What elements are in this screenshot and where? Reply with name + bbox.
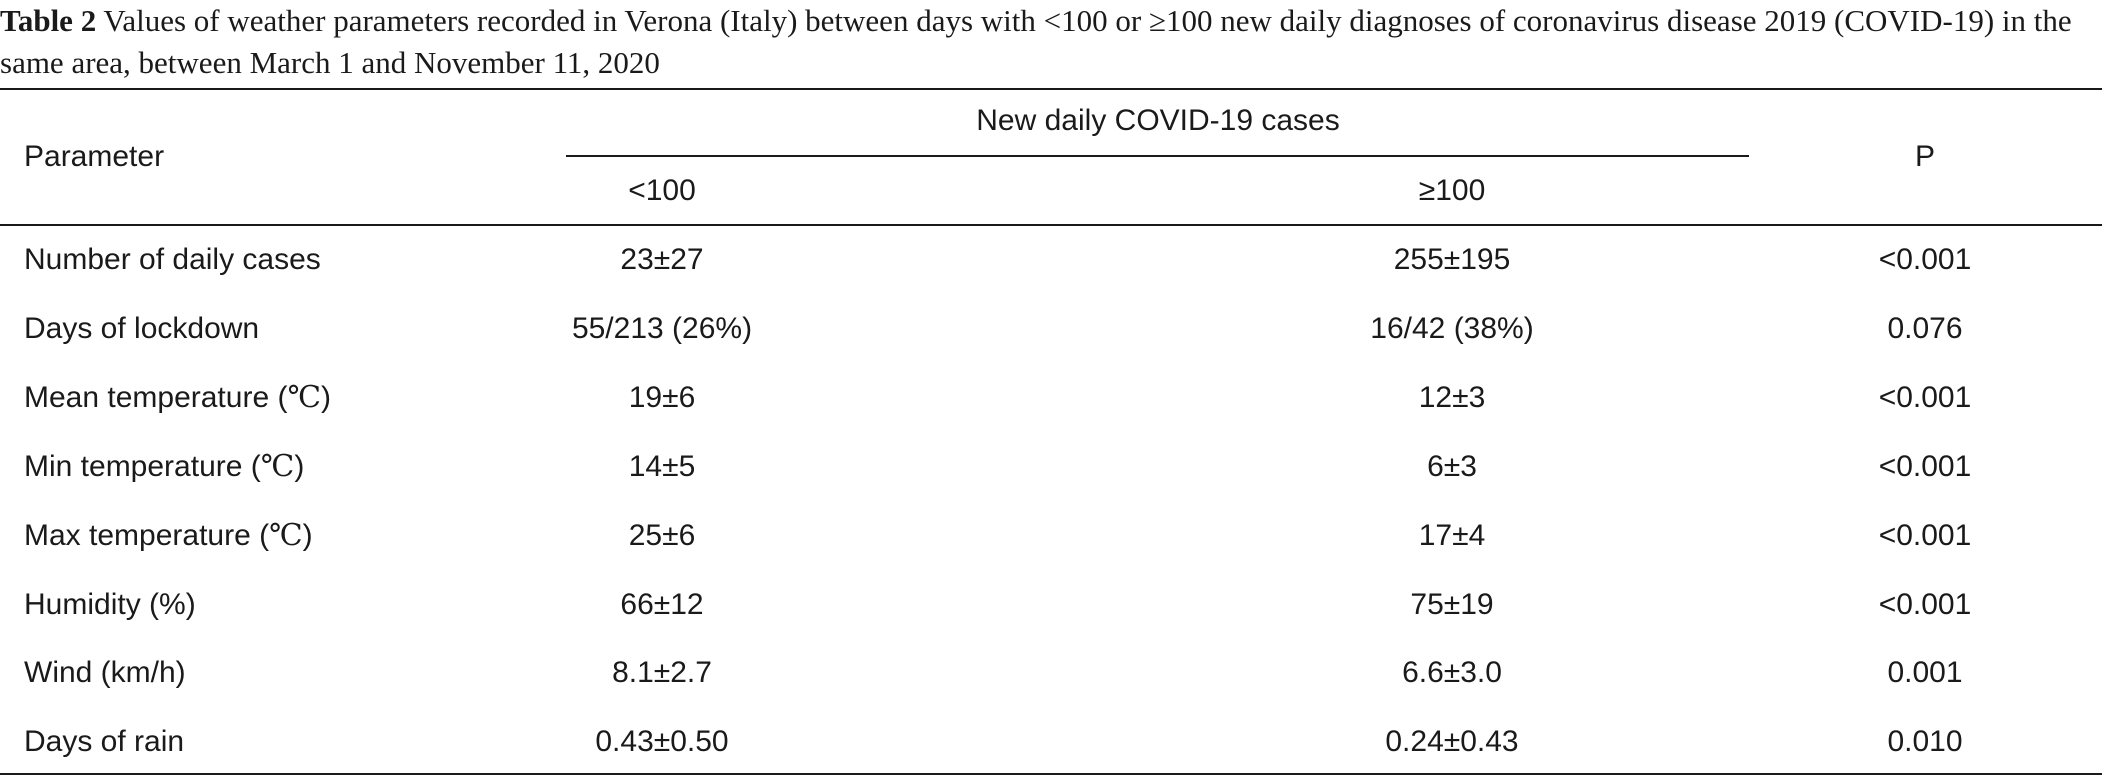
row-value-high: 6±3: [1427, 450, 1477, 483]
row-value-low: 55/213 (26%): [571, 312, 753, 345]
header-parameter: Parameter: [24, 140, 165, 173]
table-caption: Table 2 Values of weather parameters rec…: [0, 0, 2102, 84]
row-parameter: Wind (km/h): [24, 656, 186, 689]
header-col-p: P: [1914, 140, 1935, 173]
row-parameter-close: ): [294, 450, 305, 483]
row-parameter-label: Max temperature (: [24, 519, 270, 552]
row-value-high: 16/42 (38%): [1370, 312, 1534, 345]
row-p-value: <0.001: [1878, 381, 1972, 414]
row-parameter-unit: ℃: [260, 450, 295, 483]
row-value-low: 14±5: [628, 450, 696, 483]
table-top-rule: [0, 88, 2102, 90]
row-parameter: Mean temperature (℃): [24, 380, 331, 416]
table-label: Table 2: [0, 3, 97, 38]
row-parameter: Humidity (%): [24, 588, 196, 621]
row-p-value: <0.001: [1878, 243, 1972, 276]
row-p-value: <0.001: [1878, 450, 1972, 483]
row-parameter-label: Min temperature (: [24, 450, 261, 483]
row-value-high: 255±195: [1393, 243, 1511, 276]
row-value-high: 0.24±0.43: [1385, 725, 1519, 758]
row-parameter: Days of rain: [24, 725, 185, 758]
row-value-low: 66±12: [620, 588, 704, 621]
row-value-high: 17±4: [1418, 519, 1486, 552]
row-value-low: 19±6: [628, 381, 696, 414]
row-parameter: Days of lockdown: [24, 312, 260, 345]
row-parameter-close: ): [302, 519, 313, 552]
header-col-low: <100: [628, 174, 696, 207]
row-value-low: 23±27: [620, 243, 704, 276]
header-new-daily-cases: New daily COVID-19 cases: [976, 104, 1340, 137]
row-parameter-unit: ℃: [269, 519, 303, 552]
row-value-high: 12±3: [1418, 381, 1486, 414]
row-parameter: Max temperature (℃): [24, 518, 313, 554]
row-p-value: 0.001: [1887, 656, 1963, 689]
row-parameter-label: Mean temperature (: [24, 381, 288, 414]
table-bottom-rule: [0, 773, 2102, 775]
row-parameter: Min temperature (℃): [24, 449, 304, 485]
row-value-high: 6.6±3.0: [1402, 656, 1502, 689]
row-value-low: 8.1±2.7: [612, 656, 712, 689]
header-col-high: ≥100: [1418, 174, 1486, 207]
row-value-low: 25±6: [628, 519, 696, 552]
row-value-low: 0.43±0.50: [595, 725, 729, 758]
row-p-value: <0.001: [1878, 588, 1972, 621]
row-parameter: Number of daily cases: [24, 243, 321, 276]
table-header-rule: [0, 224, 2102, 226]
row-parameter-unit: ℃: [287, 381, 322, 414]
header-span-rule: [566, 155, 1749, 157]
row-p-value: 0.076: [1887, 312, 1963, 345]
row-value-high: 75±19: [1410, 588, 1494, 621]
row-p-value: 0.010: [1887, 725, 1963, 758]
table-caption-text: Values of weather parameters recorded in…: [0, 3, 2072, 80]
row-p-value: <0.001: [1878, 519, 1972, 552]
row-parameter-close: ): [321, 381, 332, 414]
